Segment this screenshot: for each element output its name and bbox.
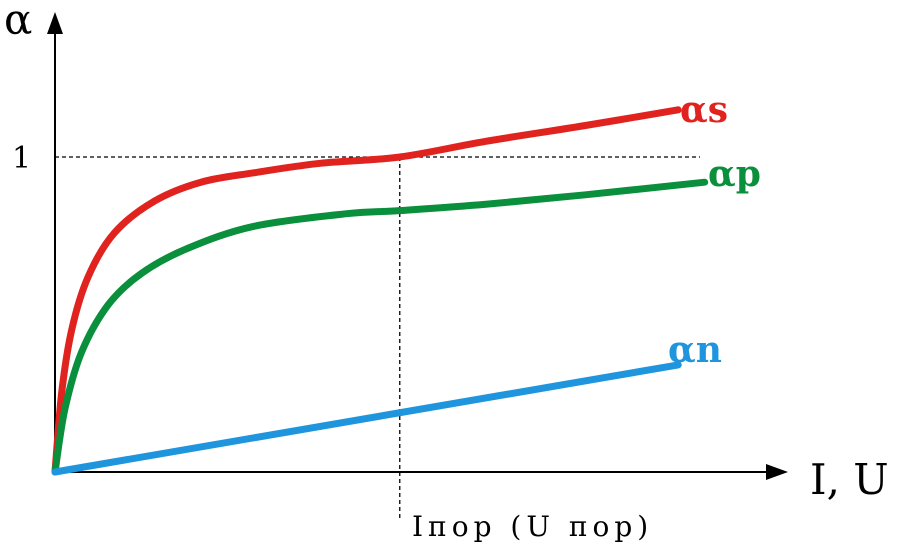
series-line-alpha-p	[51, 178, 709, 476]
y-axis-arrow-icon	[47, 12, 63, 34]
x-axis-arrow-icon	[766, 464, 788, 480]
series-line-alpha-s	[51, 106, 682, 476]
y-tick-label: 1	[12, 141, 31, 176]
y-axis-title: α	[4, 0, 32, 44]
labels-layer: αs αp αn α I, U 1 Iпор (U пор)	[4, 0, 889, 543]
series-label-alpha-n: αn	[668, 329, 722, 371]
x-axis-title: I, U	[810, 455, 889, 504]
axes	[47, 12, 788, 480]
series-label-alpha-s: αs	[680, 89, 728, 131]
series-layer	[51, 106, 709, 476]
x-threshold-label: Iпор (U пор)	[412, 510, 653, 543]
series-label-alpha-p: αp	[708, 153, 761, 195]
series-line-alpha-n	[51, 361, 682, 476]
